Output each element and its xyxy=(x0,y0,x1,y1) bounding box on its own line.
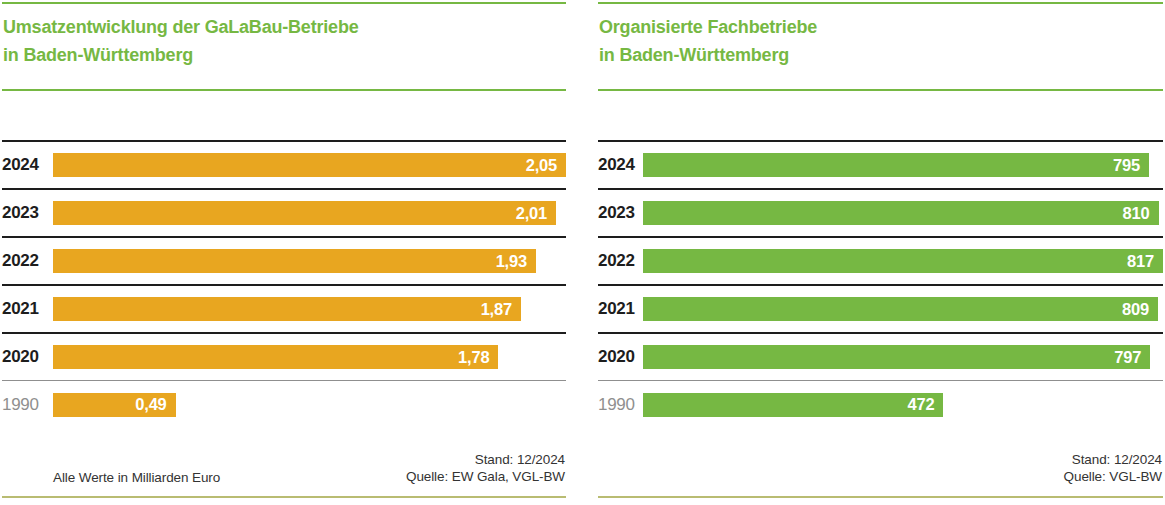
bar-track: 795 xyxy=(643,153,1163,177)
bar-row: 2024 795 xyxy=(598,140,1163,188)
year-label: 2024 xyxy=(598,155,643,175)
bar-value-label: 797 xyxy=(1114,348,1150,367)
bar-row: 2022 1,93 xyxy=(2,236,566,284)
bar-track: 2,01 xyxy=(53,201,566,225)
top-rule xyxy=(2,2,566,4)
bar-rows: 2024 2,05 2023 2,01 2022 1,93 2021 1,87 2020 1,78… xyxy=(2,140,566,428)
quelle-label: Quelle: VGL-BW xyxy=(1064,468,1162,485)
year-label: 2023 xyxy=(2,203,53,223)
bar-value-label: 817 xyxy=(1127,252,1163,271)
bar: 1,78 xyxy=(53,345,498,369)
bar-rows: 2024 795 2023 810 2022 817 2021 809 2020 797 1990 4… xyxy=(598,140,1163,428)
bar: 2,01 xyxy=(53,201,556,225)
infographic-page: Umsatzentwicklung der GaLaBau-Betriebe i… xyxy=(0,0,1165,505)
source-block: Stand: 12/2024 Quelle: EW Gala, VGL-BW xyxy=(406,451,565,485)
bar: 810 xyxy=(643,201,1159,225)
year-label: 2023 xyxy=(598,203,643,223)
year-label: 2022 xyxy=(2,251,53,271)
year-label: 2020 xyxy=(2,347,53,367)
bar-value-label: 472 xyxy=(907,395,943,414)
unit-note: Alle Werte in Milliarden Euro xyxy=(53,470,220,485)
year-label: 1990 xyxy=(2,395,53,415)
bar-track: 1,78 xyxy=(53,345,566,369)
bottom-rule xyxy=(598,496,1163,498)
bar: 817 xyxy=(643,249,1163,273)
bar-row: 2020 1,78 xyxy=(2,332,566,380)
bar-track: 2,05 xyxy=(53,153,566,177)
bar-row: 2024 2,05 xyxy=(2,140,566,188)
bar-track: 797 xyxy=(643,345,1163,369)
bar-value-label: 809 xyxy=(1122,300,1158,319)
bar-track: 809 xyxy=(643,297,1163,321)
bar-track: 810 xyxy=(643,201,1163,225)
bar-row: 2020 797 xyxy=(598,332,1163,380)
year-label: 2021 xyxy=(2,299,53,319)
bar-value-label: 1,87 xyxy=(481,300,521,319)
chart-title: Umsatzentwicklung der GaLaBau-Betriebe i… xyxy=(3,13,359,69)
chart-title-line2: in Baden-Württemberg xyxy=(599,41,817,69)
chart-fachbetriebe: Organisierte Fachbetriebe in Baden-Württ… xyxy=(598,0,1163,505)
bar: 795 xyxy=(643,153,1149,177)
year-label: 2021 xyxy=(598,299,643,319)
bar-value-label: 2,01 xyxy=(516,204,556,223)
bar-value-label: 0,49 xyxy=(135,395,175,414)
bar-row: 2021 1,87 xyxy=(2,284,566,332)
bar-row: 2021 809 xyxy=(598,284,1163,332)
top-rule xyxy=(598,2,1163,4)
year-label: 2020 xyxy=(598,347,643,367)
title-underline-rule xyxy=(2,89,566,91)
bar-value-label: 810 xyxy=(1123,204,1159,223)
bar-row: 1990 0,49 xyxy=(2,380,566,428)
bar-track: 1,93 xyxy=(53,249,566,273)
chart-title: Organisierte Fachbetriebe in Baden-Württ… xyxy=(599,13,817,69)
bar: 2,05 xyxy=(53,153,566,177)
chart-title-line2: in Baden-Württemberg xyxy=(3,41,359,69)
bar-row: 2023 810 xyxy=(598,188,1163,236)
bar-row: 2022 817 xyxy=(598,236,1163,284)
bar: 1,87 xyxy=(53,297,521,321)
bar-track: 1,87 xyxy=(53,297,566,321)
bar: 0,49 xyxy=(53,393,176,417)
title-underline-rule xyxy=(598,89,1163,91)
bar: 472 xyxy=(643,393,943,417)
stand-label: Stand: 12/2024 xyxy=(1064,451,1162,468)
year-label: 2024 xyxy=(2,155,53,175)
bar-track: 0,49 xyxy=(53,393,566,417)
stand-label: Stand: 12/2024 xyxy=(406,451,565,468)
chart-title-line1: Umsatzentwicklung der GaLaBau-Betriebe xyxy=(3,13,359,41)
chart-title-line1: Organisierte Fachbetriebe xyxy=(599,13,817,41)
bar: 797 xyxy=(643,345,1150,369)
bar-row: 2023 2,01 xyxy=(2,188,566,236)
bar-track: 472 xyxy=(643,393,1163,417)
bar: 1,93 xyxy=(53,249,536,273)
source-block: Stand: 12/2024 Quelle: VGL-BW xyxy=(1064,451,1162,485)
bar-value-label: 1,93 xyxy=(496,252,536,271)
bar: 809 xyxy=(643,297,1158,321)
year-label: 2022 xyxy=(598,251,643,271)
bar-value-label: 1,78 xyxy=(458,348,498,367)
bar-value-label: 2,05 xyxy=(526,156,566,175)
chart-umsatzentwicklung: Umsatzentwicklung der GaLaBau-Betriebe i… xyxy=(2,0,566,505)
bar-row: 1990 472 xyxy=(598,380,1163,428)
year-label: 1990 xyxy=(598,395,643,415)
bar-value-label: 795 xyxy=(1113,156,1149,175)
quelle-label: Quelle: EW Gala, VGL-BW xyxy=(406,468,565,485)
bar-track: 817 xyxy=(643,249,1163,273)
bottom-rule xyxy=(2,496,566,498)
